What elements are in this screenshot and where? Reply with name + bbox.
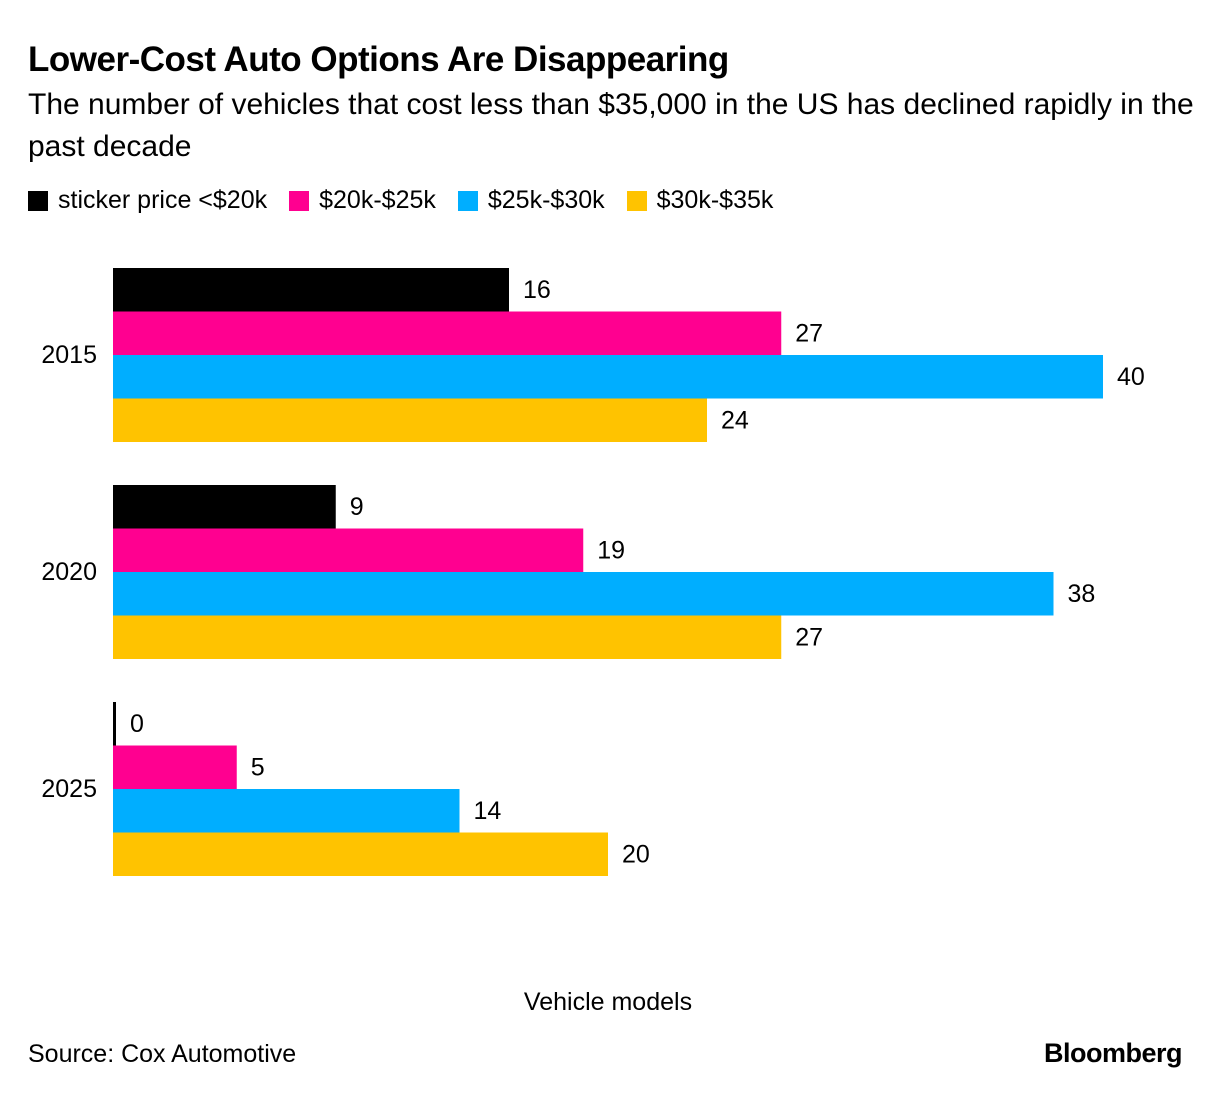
data-label: 24: [721, 406, 749, 434]
data-label: 27: [795, 623, 823, 651]
category-label: 2020: [41, 558, 97, 586]
legend-swatch: [289, 190, 310, 211]
bar: [113, 355, 1103, 399]
x-axis-label: Vehicle models: [524, 988, 692, 1016]
bar: [113, 311, 782, 355]
bloomberg-logo: Bloomberg: [1043, 1038, 1183, 1068]
legend-item-under-20k: sticker price <$20k: [28, 186, 267, 215]
bar: [113, 398, 707, 442]
bar: [113, 528, 584, 572]
data-label: 40: [1117, 363, 1145, 391]
bar: [113, 268, 509, 312]
legend-swatch: [457, 190, 478, 211]
category-label: 2015: [41, 341, 97, 369]
data-label: 20: [622, 840, 650, 868]
legend-label: sticker price <$20k: [58, 186, 268, 214]
data-label: 16: [523, 276, 551, 304]
bar: [113, 702, 116, 746]
bar: [113, 789, 460, 833]
legend-label: $25k-$30k: [487, 186, 605, 214]
bar: [113, 832, 608, 876]
legend-label: $20k-$25k: [319, 186, 436, 214]
chart-title: Lower-Cost Auto Options Are Disappearing: [28, 40, 729, 79]
legend-item-30k-35k: $30k-$35k: [626, 186, 774, 215]
legend-item-20k-25k: $20k-$25k: [289, 186, 436, 215]
bar: [113, 485, 336, 529]
source-note: Source: Cox Automotive: [28, 1040, 297, 1068]
data-label: 5: [251, 753, 265, 781]
bar: [113, 745, 237, 789]
data-label: 0: [130, 710, 144, 738]
data-label: 9: [350, 493, 364, 521]
legend-swatch: [28, 190, 48, 211]
legend-swatch: [626, 190, 647, 211]
data-label: 38: [1068, 580, 1096, 608]
legend-label: $30k-$35k: [656, 186, 774, 214]
bar: [113, 615, 782, 659]
category-label: 2025: [41, 775, 97, 803]
chart-subtitle: The number of vehicles that cost less th…: [28, 88, 1194, 163]
data-label: 27: [795, 319, 823, 347]
data-label: 19: [597, 536, 625, 564]
legend-item-25k-30k: $25k-$30k: [457, 186, 605, 215]
legend: sticker price <$20k $20k-$25k $25k-$30k …: [28, 186, 795, 215]
data-label: 14: [474, 797, 502, 825]
bar: [113, 572, 1054, 616]
